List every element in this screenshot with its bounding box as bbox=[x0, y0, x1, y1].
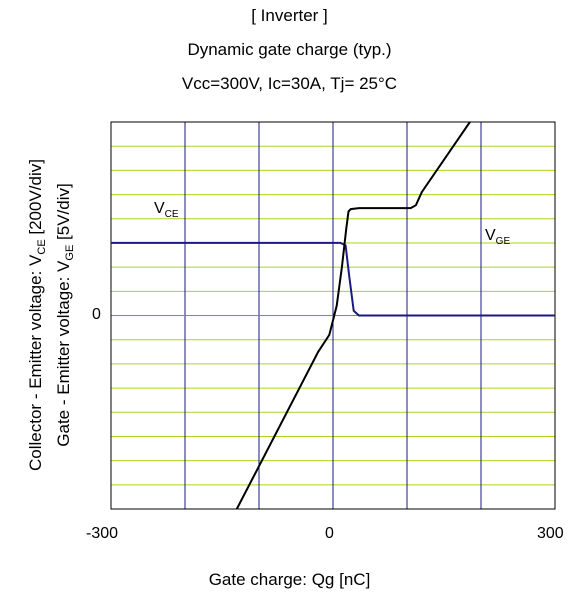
chart-title: [ Inverter ] bbox=[251, 6, 328, 25]
series-line-vge bbox=[235, 121, 471, 510]
y-axis-label-vge: Gate - Emitter voltage: VGE [5V/div] bbox=[54, 183, 76, 446]
chart-conditions: Vcc=300V, Ic=30A, Tj= 25°C bbox=[181, 74, 398, 93]
x-tick-label: 300 bbox=[537, 525, 564, 542]
series-label-vge: VGE bbox=[485, 227, 510, 247]
y-axis-label-vce: Collector - Emitter voltage: VCE [200V/d… bbox=[26, 159, 48, 471]
x-tick-label: -300 bbox=[86, 525, 119, 542]
chart-subtitle: Dynamic gate charge (typ.) bbox=[187, 40, 392, 59]
series-line-vce bbox=[111, 241, 555, 317]
x-tick-label: 0 bbox=[325, 525, 334, 542]
y-tick-label-zero: 0 bbox=[92, 306, 101, 323]
x-axis-label: Gate charge: Qg [nC] bbox=[208, 570, 371, 589]
series-label-vce: VCE bbox=[154, 200, 179, 220]
